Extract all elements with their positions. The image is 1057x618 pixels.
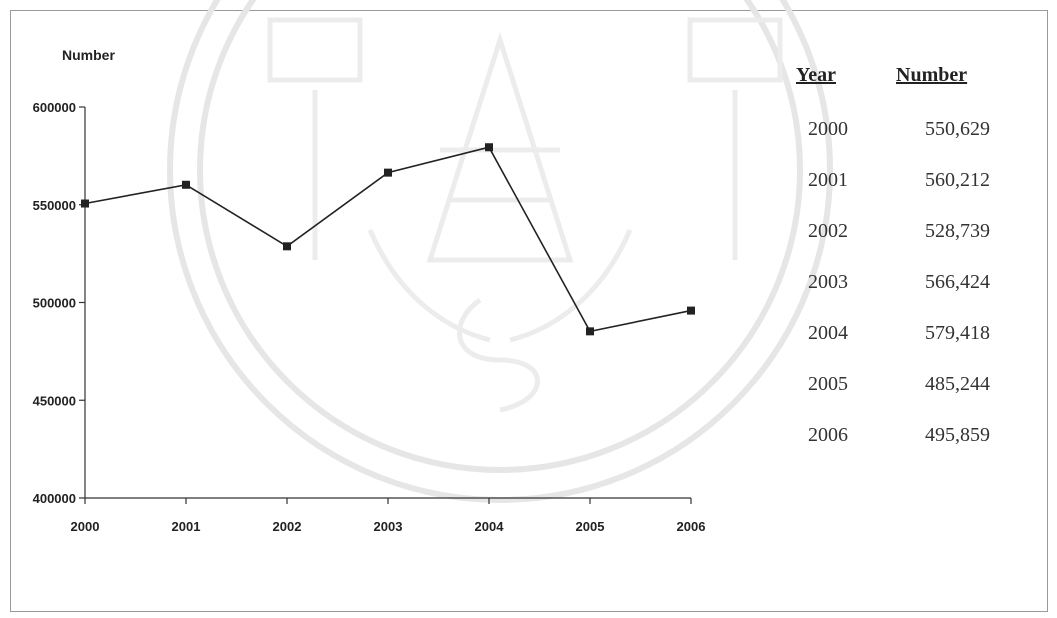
x-tick-label: 2000 <box>71 519 100 534</box>
table-cell-year: 2004 <box>808 322 848 344</box>
x-tick-label: 2006 <box>677 519 706 534</box>
x-tick-label: 2001 <box>172 519 201 534</box>
y-tick-label: 600000 <box>33 100 76 115</box>
table-cell-year: 2000 <box>808 118 848 140</box>
y-tick-label: 550000 <box>33 198 76 213</box>
table-header-year: Year <box>796 64 836 86</box>
table-cell-year: 2001 <box>808 169 848 191</box>
y-tick-label: 400000 <box>33 491 76 506</box>
x-tick-label: 2005 <box>576 519 605 534</box>
data-point-marker <box>81 199 89 208</box>
table-cell-number: 528,739 <box>925 220 990 242</box>
data-point-marker <box>384 168 392 177</box>
table-header-number: Number <box>896 64 968 86</box>
table-cell-number: 560,212 <box>925 169 990 191</box>
data-point-marker <box>687 306 695 315</box>
table-cell-year: 2002 <box>808 220 848 242</box>
table-cell-number: 579,418 <box>925 322 990 344</box>
table-cell-number: 485,244 <box>925 373 990 395</box>
x-tick-label: 2003 <box>374 519 403 534</box>
table-cell-year: 2003 <box>808 271 848 293</box>
data-point-marker <box>182 180 190 189</box>
data-point-marker <box>586 327 594 336</box>
data-point-marker <box>485 143 493 152</box>
table-cell-number: 495,859 <box>925 424 990 446</box>
y-axis-title: Number <box>62 47 115 63</box>
table-cell-number: 550,629 <box>925 118 990 140</box>
chart-axes <box>84 107 691 499</box>
x-tick-label: 2004 <box>475 519 505 534</box>
x-tick-label: 2002 <box>273 519 302 534</box>
y-tick-label: 450000 <box>33 393 76 408</box>
y-tick-label: 500000 <box>33 296 76 311</box>
table-cell-year: 2005 <box>808 373 848 395</box>
table-cell-year: 2006 <box>808 424 848 446</box>
table-cell-number: 566,424 <box>925 271 990 293</box>
data-point-marker <box>283 242 291 251</box>
